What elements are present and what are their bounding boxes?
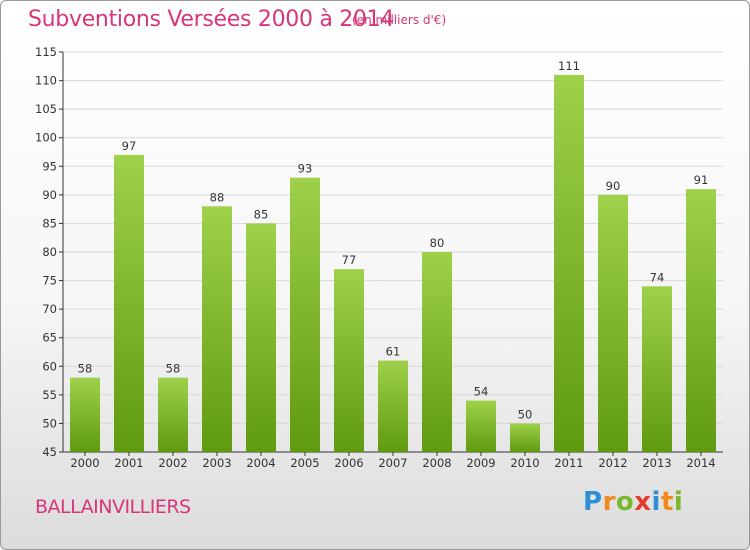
bar [290,177,320,452]
y-tick-label: 60 [42,359,57,373]
data-label: 80 [430,236,445,250]
bar [114,154,144,452]
x-tick-label: 2013 [642,456,671,470]
logo-letter: P [583,487,603,517]
data-label: 61 [386,345,401,359]
bar [642,286,672,452]
x-tick-label: 2002 [158,456,187,470]
x-tick-label: 2009 [466,456,495,470]
x-tick-label: 2010 [510,456,539,470]
bar [70,377,100,452]
logo-letter: i [651,487,661,517]
x-tick-label: 2000 [70,456,99,470]
data-label: 93 [298,162,313,176]
bar [378,360,408,452]
proxiti-logo[interactable]: Proxiti [583,487,683,517]
logo-letter: t [660,487,674,517]
bar [202,206,232,452]
x-tick-label: 2001 [114,456,143,470]
x-tick-label: 2005 [290,456,319,470]
data-label: 58 [166,362,181,376]
bar [422,252,452,452]
y-tick-label: 95 [42,159,57,173]
y-tick-label: 90 [42,188,57,202]
data-label: 50 [518,407,533,421]
y-tick-label: 70 [42,302,57,316]
x-tick-label: 2014 [686,456,715,470]
data-label: 85 [254,207,269,221]
commune-name: BALLAINVILLIERS [35,496,191,518]
y-tick-label: 100 [35,131,57,145]
data-label: 91 [694,173,709,187]
y-tick-label: 45 [42,445,57,459]
bar [598,194,628,452]
x-tick-label: 2011 [554,456,583,470]
x-tick-label: 2003 [202,456,231,470]
x-tick-label: 2006 [334,456,363,470]
logo-letter: x [634,487,652,517]
chart-subtitle: (en milliers d'€) [352,13,447,27]
data-label: 90 [606,179,621,193]
y-tick-label: 75 [42,274,57,288]
bar [466,400,496,452]
chart-title: Subventions Versées 2000 à 2014 [28,7,395,32]
y-tick-label: 85 [42,216,57,230]
x-tick-label: 2008 [422,456,451,470]
bar [158,377,188,452]
data-label: 54 [474,385,489,399]
y-tick-label: 55 [42,388,57,402]
bar [246,223,276,452]
y-tick-label: 80 [42,245,57,259]
y-tick-label: 50 [42,416,57,430]
bar [686,189,716,452]
data-label: 58 [78,362,93,376]
data-label: 74 [650,270,665,284]
bar [554,74,584,452]
y-tick-label: 105 [35,102,57,116]
x-tick-label: 2004 [246,456,275,470]
data-label: 97 [122,139,137,153]
data-label: 88 [210,190,225,204]
data-label: 111 [558,59,580,73]
x-tick-label: 2007 [378,456,407,470]
logo-letter: i [673,487,684,517]
y-tick-label: 115 [35,45,57,59]
logo-letter: o [615,487,635,517]
y-tick-label: 110 [35,74,57,88]
x-tick-label: 2012 [598,456,627,470]
bar [510,423,540,452]
y-tick-label: 65 [42,331,57,345]
data-label: 77 [342,253,357,267]
logo-letter: r [602,487,616,517]
bar [334,269,364,452]
